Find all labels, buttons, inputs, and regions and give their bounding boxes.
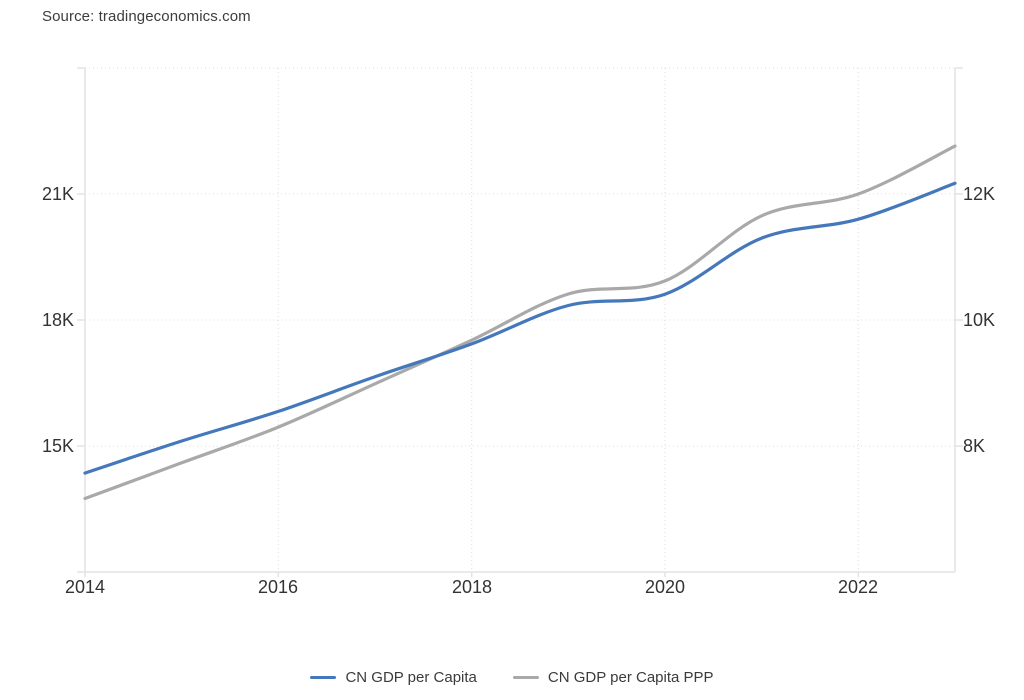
axis-ticks — [77, 67, 963, 577]
y-axis-label-right: 8K — [963, 436, 986, 456]
legend-label: CN GDP per Capita PPP — [547, 669, 714, 686]
legend-item-gdp-per-capita[interactable]: CN GDP per Capita — [310, 669, 477, 686]
x-axis-label: 2016 — [257, 577, 299, 597]
legend-label: CN GDP per Capita — [345, 669, 477, 686]
chart-legend: CN GDP per Capita CN GDP per Capita PPP — [0, 669, 1024, 686]
y-axis-label-right: 12K — [963, 184, 996, 204]
series-line-gdp-per-capita[interactable] — [83, 181, 957, 475]
horizontal-gridlines — [85, 67, 955, 447]
y-axis-label-left: 18K — [41, 310, 74, 330]
source-label: Source: tradingeconomics.com — [42, 8, 251, 25]
x-axis-label: 2020 — [644, 577, 686, 597]
legend-swatch-gdp-per-capita — [310, 676, 337, 679]
axis-borders — [77, 68, 956, 573]
legend-swatch-gdp-per-capita-ppp — [512, 676, 539, 679]
x-axis-label: 2014 — [64, 577, 106, 597]
y-axis-label-left: 15K — [41, 436, 74, 456]
x-axis-label: 2022 — [837, 577, 879, 597]
x-axis-label: 2018 — [451, 577, 493, 597]
legend-item-gdp-per-capita-ppp[interactable]: CN GDP per Capita PPP — [512, 669, 714, 686]
y-axis-label-left: 21K — [41, 184, 74, 204]
y-axis-label-right: 10K — [963, 310, 996, 330]
series-line-gdp-per-capita-ppp[interactable] — [83, 144, 957, 501]
vertical-gridlines — [277, 68, 859, 572]
